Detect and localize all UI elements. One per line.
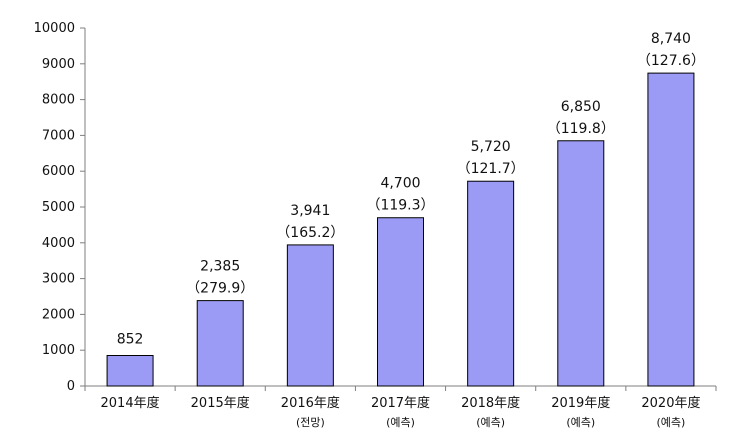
y-tick-label: 4000 [42,236,75,251]
x-category-note: (전망) [296,416,325,429]
y-tick-label: 10000 [34,21,75,36]
bar [467,180,515,387]
y-tick-label: 8000 [42,93,75,108]
y-tick-label: 3000 [42,272,75,287]
axes: 0 1000 2000 3000 4000 5000 6000 7000 8000 9000 100… [34,21,717,394]
x-category-label: 2020年度 [641,395,700,411]
x-category-note: (예측) [386,416,415,429]
bar [106,354,154,387]
x-category-label: 2016年度 [281,395,340,411]
x-category-label: 2014年度 [101,395,160,411]
bar-value-label: 3,941 [290,203,330,219]
bar [647,72,695,387]
y-tick-label: 5000 [42,200,75,215]
y-tick-label: 9000 [42,57,75,72]
bar-growth-label: （165.2） [276,225,344,241]
y-tick-label: 1000 [42,343,75,358]
bar-growth-label: （119.8） [547,121,615,137]
bar-value-label: 4,700 [380,176,420,192]
x-category-note: (예측) [566,416,595,429]
x-category-label: 2017年度 [371,395,430,411]
bars [106,72,695,387]
x-category-label: 2015年度 [191,395,250,411]
bar-value-label: 8,740 [651,31,691,47]
bar-value-label: 5,720 [471,139,511,155]
bar [377,217,424,387]
bar-growth-label: （121.7） [457,161,525,177]
x-category-note: (예측) [657,416,686,429]
y-tick-label: 0 [67,379,75,394]
bar-value-label: 6,850 [561,99,601,115]
bar [557,140,605,387]
labels: 852 2014年度 2,385 （279.9） 2015年度 3,941 （165.2） 2… [101,31,705,429]
bar-growth-label: （279.9） [186,281,254,297]
bar-value-label: 2,385 [200,259,240,275]
y-tick-label: 7000 [42,128,75,143]
y-tick-label: 6000 [42,164,75,179]
bar-growth-label: （127.6） [637,53,705,69]
bar [196,300,244,387]
bar-growth-label: （119.3） [366,198,434,214]
bar-value-label: 852 [117,331,144,347]
y-tick-label: 2000 [42,307,75,322]
x-category-note: (예측) [476,416,505,429]
bar [286,244,334,387]
x-category-label: 2018年度 [461,395,520,411]
x-category-label: 2019年度 [551,395,610,411]
